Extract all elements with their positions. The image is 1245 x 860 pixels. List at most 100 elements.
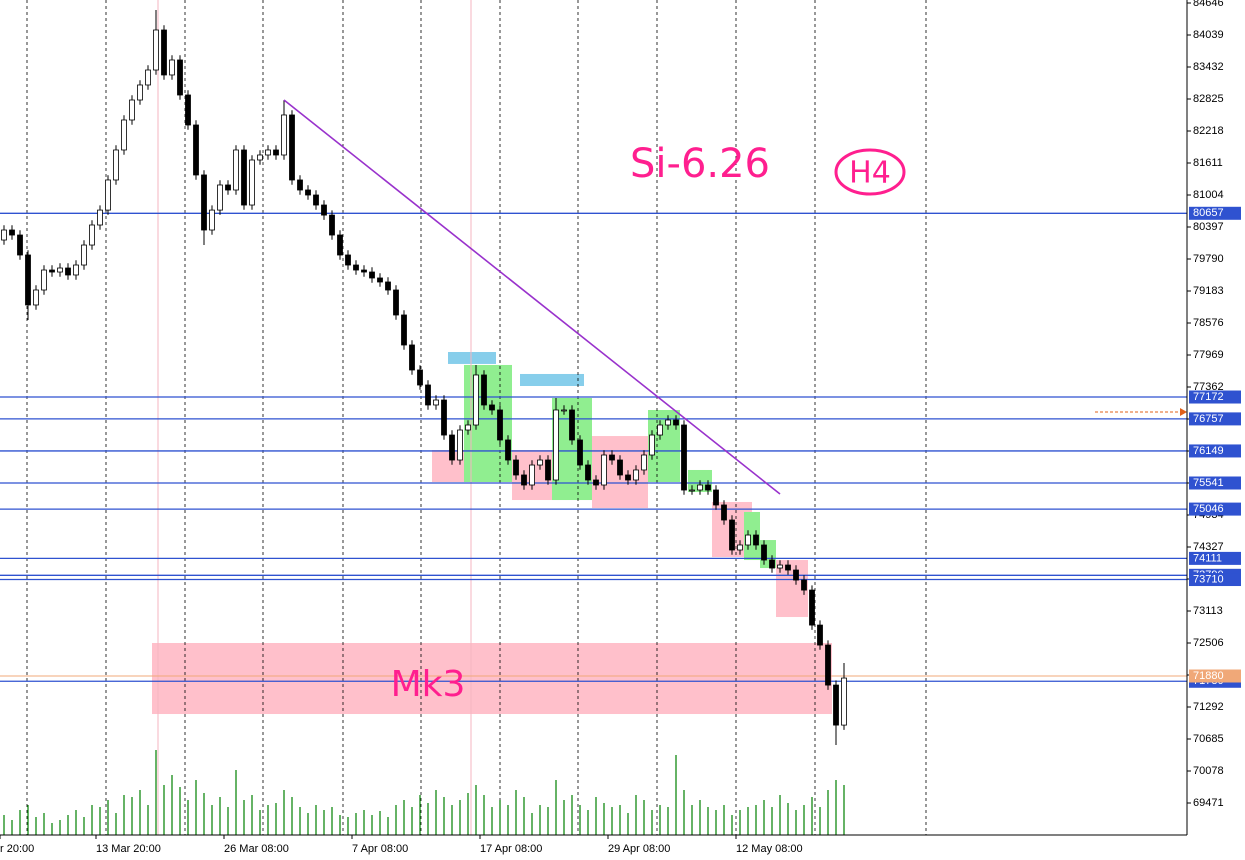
candle-body [305, 189, 311, 196]
level-label-box [1189, 390, 1241, 404]
trendline [283, 99, 781, 495]
candle-body [73, 264, 79, 276]
annotation: H4 [849, 156, 891, 191]
y-tick-label: 82218 [1193, 125, 1224, 137]
candle-body [137, 84, 143, 101]
candle-body [481, 374, 487, 406]
x-tick-label: 13 Mar 20:00 [96, 843, 161, 855]
current-price-box [1189, 669, 1241, 683]
x-tick-label: 12 May 08:00 [736, 843, 803, 855]
zone [520, 373, 584, 387]
candle-body [529, 464, 535, 486]
candle-body [593, 479, 599, 486]
candle-body [153, 29, 159, 71]
level-label: 73710 [1193, 573, 1224, 585]
level-label-box [1189, 206, 1241, 220]
candle-body [521, 474, 527, 486]
trendline [283, 99, 781, 495]
candle-body [705, 484, 711, 491]
candle-body [617, 459, 623, 476]
level-label: 76757 [1193, 413, 1224, 425]
candle-body [473, 374, 479, 426]
candle-body [801, 579, 807, 591]
y-tick-label: 77362 [1193, 381, 1224, 393]
candle-body [393, 289, 399, 316]
level-label-box [1189, 444, 1241, 458]
candle-body [81, 244, 87, 266]
candle-body [721, 504, 727, 521]
candle-body [225, 184, 231, 191]
candle-body [609, 454, 615, 461]
candle-body [561, 409, 567, 412]
candle-body [737, 544, 743, 551]
level-label: 75046 [1193, 503, 1224, 515]
y-tick-label: 79183 [1193, 285, 1224, 297]
level-label-box [1189, 573, 1241, 587]
candle-body [817, 624, 823, 646]
y-tick-label: 84039 [1193, 29, 1224, 41]
y-tick-label: 80397 [1193, 221, 1224, 233]
y-tick-label: 78576 [1193, 317, 1224, 329]
y-tick-label: 73113 [1193, 605, 1223, 617]
y-tick-label: 71292 [1193, 701, 1224, 713]
candle-body [449, 434, 455, 461]
candle-body [329, 214, 335, 236]
candle-body [841, 677, 847, 726]
y-tick-label: 79790 [1193, 253, 1224, 265]
candle-body [649, 434, 655, 456]
candle-body [49, 269, 55, 273]
candle-body [713, 489, 719, 506]
candle-body [697, 484, 703, 491]
candle-body [681, 424, 687, 491]
y-tick-label: 70685 [1193, 733, 1224, 745]
candle-body [145, 69, 151, 86]
candle-body [569, 409, 575, 441]
y-tick-label: 72506 [1193, 637, 1224, 649]
candles [1, 10, 847, 745]
candle-body [425, 384, 431, 406]
candle-body [121, 119, 127, 151]
candle-body [825, 644, 831, 686]
candle-body [273, 149, 279, 156]
y-tick-label: 77969 [1193, 349, 1224, 361]
x-tick-label: r 20:00 [0, 843, 34, 855]
y-tick-label: 70078 [1193, 765, 1224, 777]
candle-body [257, 154, 263, 161]
levels [0, 212, 1187, 682]
zone [464, 364, 512, 483]
level-label-box [1189, 551, 1241, 565]
level-label: 77172 [1193, 391, 1224, 403]
candle-body [361, 269, 367, 273]
candle-body [497, 409, 503, 441]
grid [26, 0, 927, 835]
candle-body [353, 264, 359, 271]
candle-body [313, 194, 319, 206]
candle-body [577, 439, 583, 466]
x-tick-label: 17 Apr 08:00 [480, 843, 542, 855]
candle-body [385, 281, 391, 291]
candle-body [17, 234, 23, 256]
candle-body [809, 589, 815, 626]
annotation-circle [834, 148, 906, 196]
level-label: 74111 [1193, 552, 1222, 564]
zone [152, 643, 832, 715]
y-tick-label: 74327 [1193, 541, 1224, 553]
candle-body [369, 271, 375, 279]
y-tick-label: 82825 [1193, 93, 1224, 105]
level-label: 75541 [1193, 477, 1224, 489]
candle-body [265, 149, 271, 156]
candle-body [201, 174, 207, 231]
candle-body [633, 469, 639, 481]
candle-body [729, 519, 735, 551]
candle-body [9, 229, 15, 236]
candle-body [177, 59, 183, 96]
y-tick-label: 69471 [1193, 797, 1224, 809]
annotations: Si-6.26 H4 Mk3 [391, 141, 1187, 705]
candle-body [489, 404, 495, 411]
candle-body [233, 149, 239, 191]
y-tick-label: 84646 [1193, 0, 1224, 9]
candle-body [113, 149, 119, 181]
candle-body [97, 209, 103, 226]
